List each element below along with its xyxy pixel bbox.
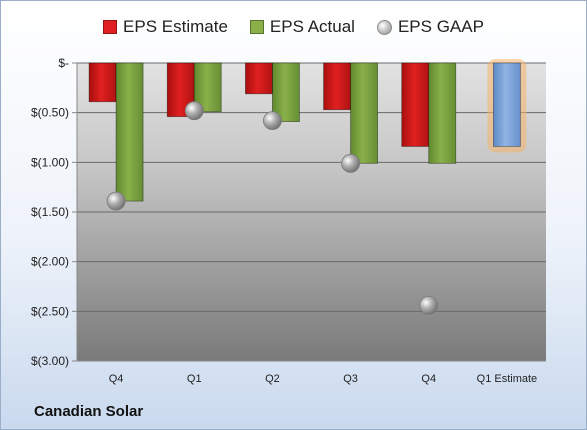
bar-eps-estimate <box>88 62 117 103</box>
x-tick-label: Q3 <box>343 373 358 385</box>
chart-legend: EPS Estimate EPS Actual EPS GAAP <box>1 17 586 37</box>
company-name: Canadian Solar <box>34 403 144 420</box>
x-tick-label: Q2 <box>265 373 280 385</box>
legend-item-estimate: EPS Estimate <box>103 17 228 37</box>
bar-eps-forecast <box>493 62 521 147</box>
legend-swatch-gaap <box>376 19 392 35</box>
legend-item-gaap: EPS GAAP <box>376 17 484 37</box>
y-tick-label: $(1.50) <box>31 205 69 219</box>
bar-eps-actual <box>115 62 144 202</box>
legend-label-actual: EPS Actual <box>269 17 355 36</box>
x-tick-label: Q4 <box>109 373 124 385</box>
bar-eps-actual <box>350 62 378 164</box>
legend-label-estimate: EPS Estimate <box>123 17 228 36</box>
point-eps-gaap <box>341 153 360 173</box>
bar-eps-actual <box>272 62 300 123</box>
y-tick-label: $(2.50) <box>31 304 69 318</box>
legend-swatch-actual <box>249 20 264 34</box>
bar-eps-estimate <box>245 62 273 95</box>
legend-label-gaap: EPS GAAP <box>397 17 484 36</box>
x-tick-label: Q4 <box>421 373 436 385</box>
bar-eps-estimate <box>323 62 351 111</box>
x-tick-label: Q1 <box>187 373 202 385</box>
legend-item-actual: EPS Actual <box>249 17 355 37</box>
point-eps-gaap <box>106 191 126 211</box>
y-tick-label: $- <box>58 56 69 70</box>
point-eps-gaap <box>419 295 439 315</box>
point-eps-gaap <box>263 111 282 131</box>
y-tick-label: $(1.00) <box>31 155 69 169</box>
bar-eps-actual <box>428 62 457 164</box>
legend-swatch-estimate <box>103 20 118 34</box>
bar-eps-estimate <box>401 62 430 147</box>
point-eps-gaap <box>184 101 204 121</box>
y-tick-label: $(2.00) <box>31 255 69 269</box>
y-tick-label: $(3.00) <box>31 354 69 368</box>
x-tick-label: Q1 Estimate <box>477 373 538 385</box>
y-tick-label: $(0.50) <box>31 106 69 120</box>
